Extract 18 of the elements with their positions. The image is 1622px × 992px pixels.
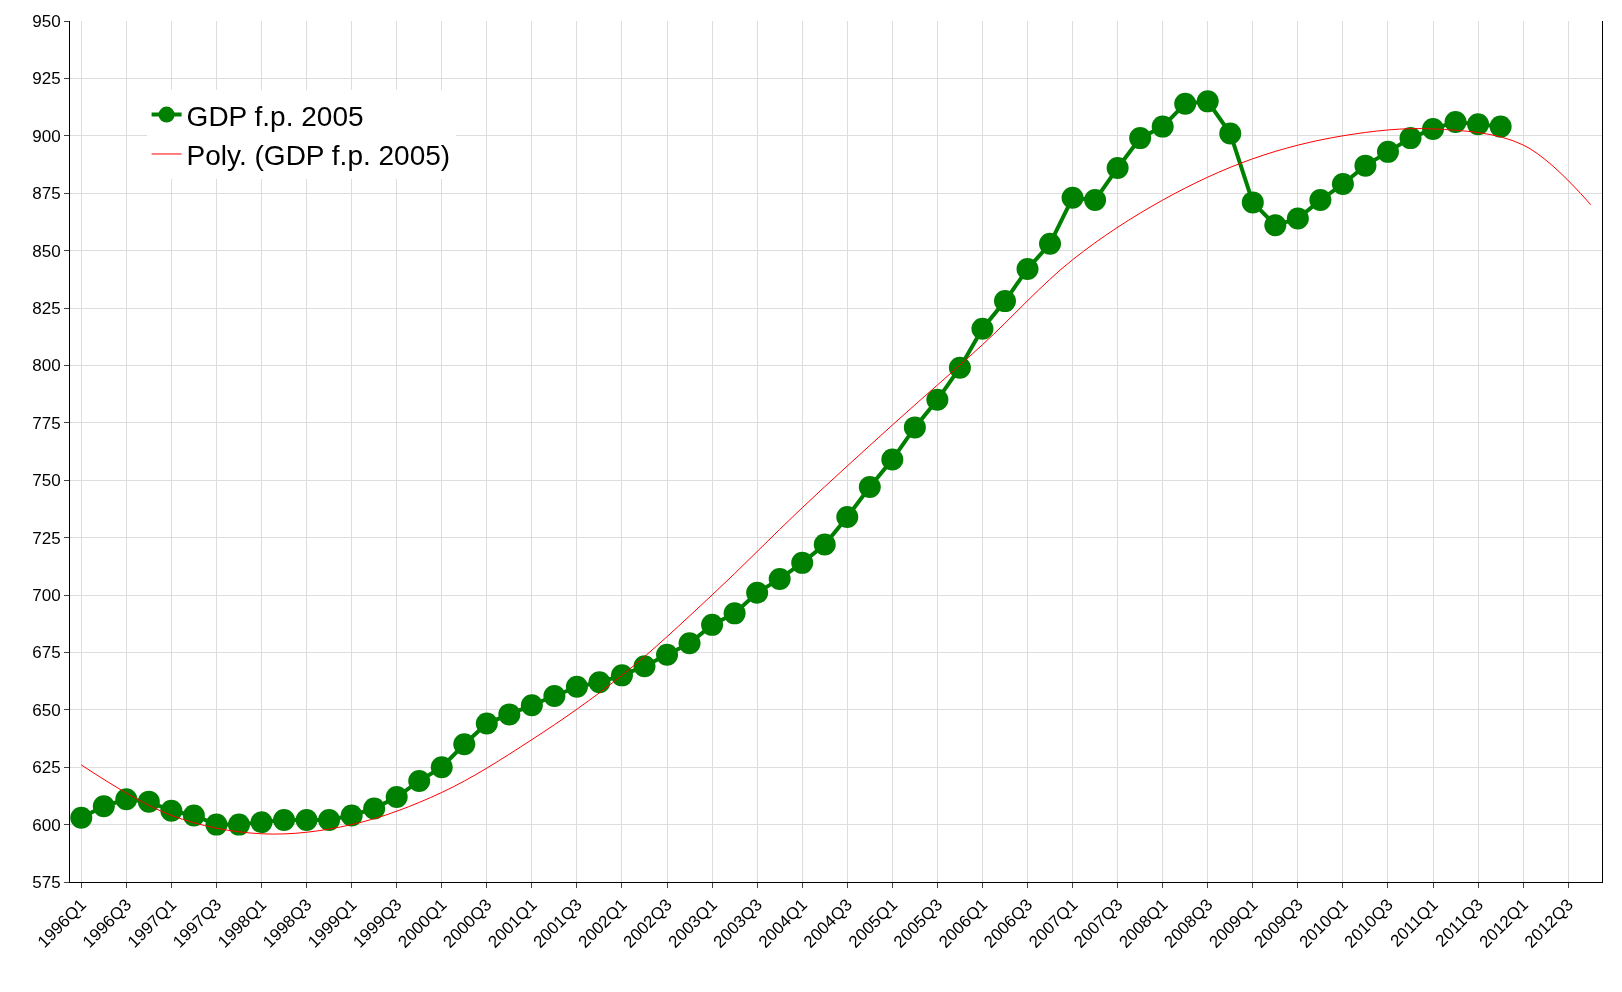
y-tick-label: 775 (32, 413, 61, 433)
legend-label: GDP f.p. 2005 (186, 100, 364, 132)
y-tick-label: 750 (32, 471, 61, 491)
y-tick-label: 850 (32, 241, 61, 261)
y-tick-label: 800 (32, 356, 61, 376)
y-tick-label: 700 (32, 585, 61, 605)
y-tick-label: 925 (32, 69, 61, 89)
legend-label: Poly. (GDP f.p. 2005) (186, 139, 451, 171)
y-tick-label: 575 (32, 872, 61, 892)
y-tick-label: 875 (32, 184, 61, 204)
y-tick-label: 625 (32, 758, 61, 778)
y-tick-label: 675 (32, 643, 61, 663)
y-tick-label: 725 (32, 528, 61, 548)
y-tick-label: 950 (32, 11, 61, 31)
y-tick-label: 600 (32, 815, 61, 835)
y-tick-label: 825 (32, 298, 61, 318)
y-tick-label: 900 (32, 126, 61, 146)
y-tick-label: 650 (32, 700, 61, 720)
